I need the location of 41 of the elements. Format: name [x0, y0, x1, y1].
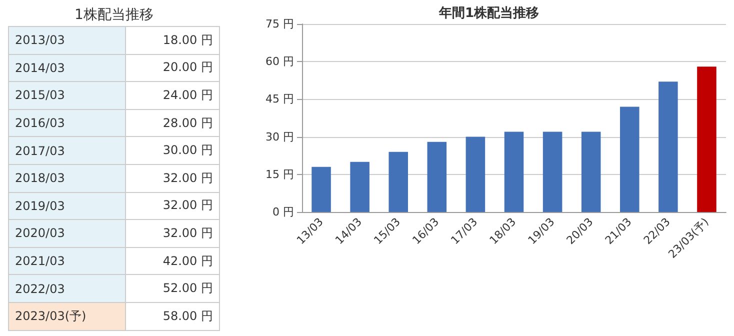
text: 1株配当推移 [74, 6, 154, 25]
category-label: 2017/03 [8, 136, 126, 164]
bar [658, 82, 678, 212]
bar [697, 66, 716, 212]
text: 32.00 円 [162, 226, 213, 240]
y-tick-label: 60 円 [266, 55, 294, 68]
text: 28.00 円 [162, 116, 213, 130]
bar [581, 132, 601, 212]
text: 30.00 円 [162, 143, 213, 158]
bar [620, 106, 640, 212]
text: 42.00 円 [162, 254, 213, 268]
y-tick-label: 15 円 [266, 168, 294, 181]
text: 20.00 円 [162, 60, 213, 74]
category-label: 2015/03 [8, 82, 126, 110]
chart-title: 年間1株配当推移 [438, 6, 540, 21]
y-tick-label: 45 円 [266, 92, 294, 106]
category-label: 2016/03 [8, 109, 126, 137]
category-label: 2021/03 [8, 247, 126, 275]
text: 32.00 円 [162, 170, 213, 185]
text: 32.00 円 [162, 198, 213, 212]
category-label: 2014/03 [8, 54, 126, 82]
bar [504, 132, 524, 212]
bar [350, 162, 370, 212]
bar [466, 136, 486, 212]
text: 58.00 円 [162, 308, 213, 323]
category-label: 2013/03 [8, 26, 126, 54]
category-label: 2018/03 [8, 164, 126, 192]
category-label: 2023/03(予) [8, 302, 126, 330]
bar [427, 142, 447, 212]
y-tick-label: 75 円 [266, 18, 294, 30]
y-tick-label: 30 円 [266, 130, 294, 144]
category-label: 2020/03 [8, 220, 126, 248]
bar [388, 152, 408, 212]
text: 18.00 円 [162, 32, 213, 47]
text: 24.00 円 [162, 88, 213, 102]
y-tick-label: 0 円 [272, 206, 294, 218]
bar [312, 166, 331, 212]
text: 52.00 円 [162, 281, 213, 296]
category-label: 2019/03 [8, 192, 126, 220]
bar [542, 132, 562, 212]
category-label: 2022/03 [8, 274, 126, 302]
